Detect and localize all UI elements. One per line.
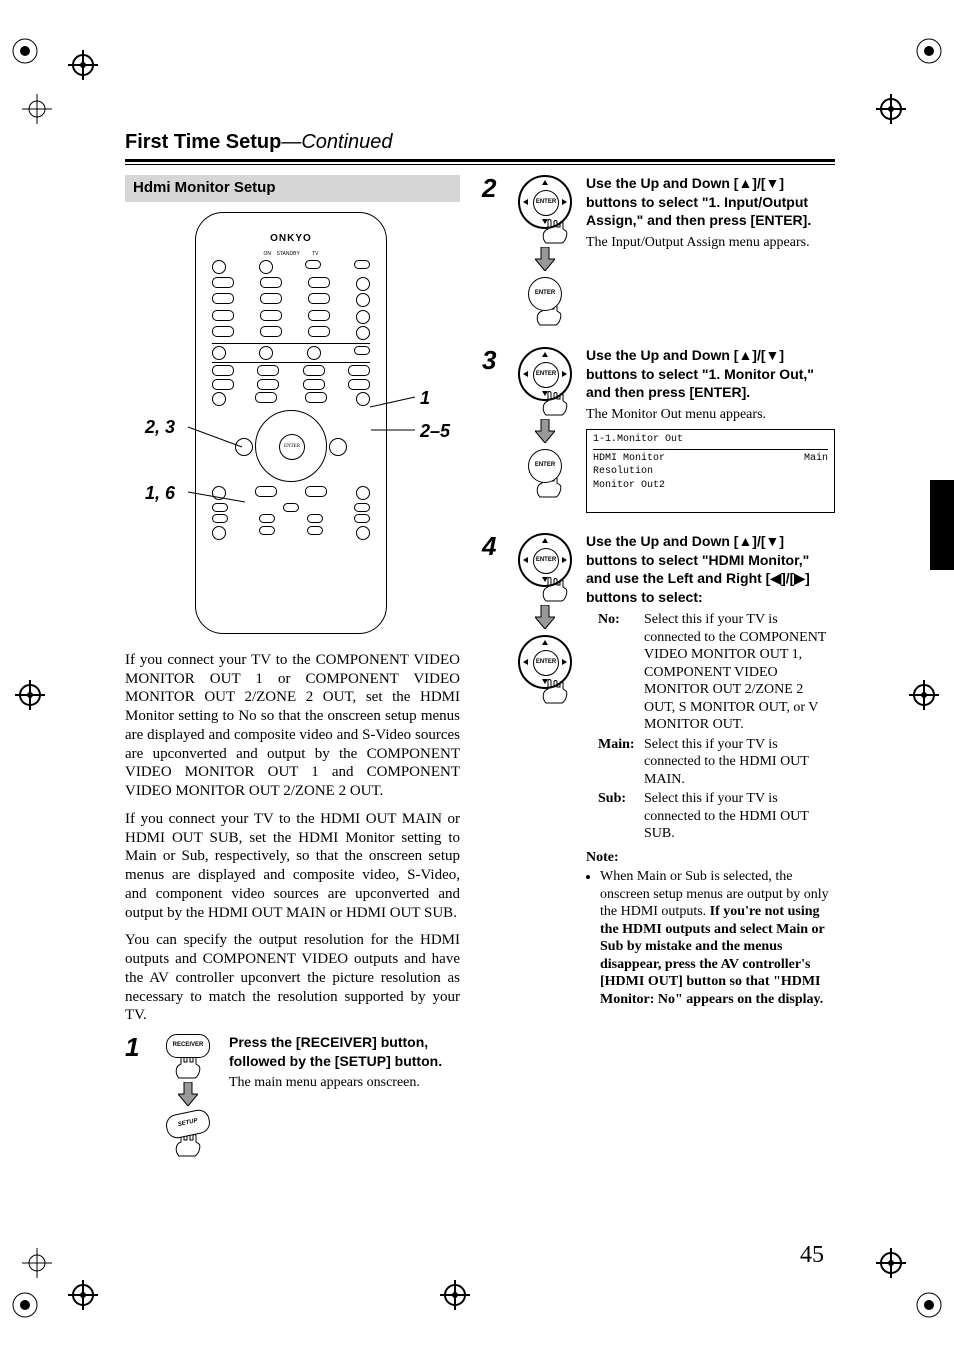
crop-mark-icon [876, 1248, 906, 1278]
step-4: 4 ENTER ENTER Use the Up and Down [▲ [482, 533, 835, 1012]
enter-pad-icon: ENTER [518, 347, 572, 401]
left-para: If you connect your TV to the HDMI OUT M… [125, 810, 460, 923]
note-list: When Main or Sub is selected, the onscre… [600, 868, 835, 1008]
callout-2-5: 2–5 [420, 420, 450, 443]
page-number: 45 [800, 1240, 824, 1270]
step-instruction: Press the [RECEIVER] button, followed by… [229, 1034, 442, 1069]
step-2: 2 ENTER ENTER Use the Up and Down [▲]/[▼… [482, 175, 835, 327]
remote-diagram: ONKYO ON STANDBY TV [125, 212, 460, 642]
crop-mark-icon [440, 1280, 470, 1310]
opt-key: Sub: [598, 790, 644, 843]
down-arrow-icon [178, 1082, 198, 1106]
callout-2-3: 2, 3 [145, 416, 175, 439]
crop-mark-icon [914, 36, 944, 66]
crop-mark-icon [68, 1280, 98, 1310]
enter-button-icon: ENTER [528, 277, 562, 311]
step-result: The main menu appears onscreen. [229, 1074, 460, 1092]
step-result: The Monitor Out menu appears. [586, 406, 835, 424]
divider [125, 164, 835, 165]
crop-mark-icon [10, 1290, 40, 1320]
crop-mark-icon [914, 1290, 944, 1320]
divider [125, 159, 835, 162]
left-para: If you connect your TV to the COMPONENT … [125, 651, 460, 801]
section-title: Hdmi Monitor Setup [125, 175, 460, 202]
crop-mark-icon [22, 1248, 52, 1278]
step-number: 4 [482, 533, 504, 559]
opt-key: Main: [598, 736, 644, 789]
step-instruction: Use the Up and Down [▲]/[▼] buttons to s… [586, 175, 811, 228]
option-list: No:Select this if your TV is connected t… [598, 611, 835, 843]
note-heading: Note: [586, 849, 835, 867]
enter-pad-icon: ENTER [518, 175, 572, 229]
down-arrow-icon [535, 247, 555, 271]
step-instruction: Use the Up and Down [▲]/[▼] buttons to s… [586, 347, 814, 400]
callout-1-6: 1, 6 [145, 482, 175, 505]
step-result: The Input/Output Assign menu appears. [586, 234, 835, 252]
screen-title: 1-1.Monitor Out [593, 433, 828, 450]
crop-mark-icon [22, 94, 52, 124]
crop-mark-icon [10, 36, 40, 66]
down-arrow-icon [535, 419, 555, 443]
crop-mark-icon [15, 680, 45, 710]
opt-val: Select this if your TV is connected to t… [644, 611, 835, 734]
header-continued: —Continued [281, 131, 392, 153]
step-number: 3 [482, 347, 504, 373]
crop-mark-icon [68, 50, 98, 80]
enter-button-icon: ENTER [528, 449, 562, 483]
receiver-button-icon: RECEIVER [166, 1034, 210, 1058]
note-bold: If you're not using the HDMI outputs and… [600, 904, 825, 1007]
crop-mark-icon [909, 680, 939, 710]
page-header: First Time Setup—Continued [125, 130, 835, 155]
step-3: 3 ENTER ENTER Use the Up and Down [▲]/[▼… [482, 347, 835, 513]
left-para: You can specify the output resolution fo… [125, 931, 460, 1025]
step-number: 2 [482, 175, 504, 201]
down-arrow-icon [535, 605, 555, 629]
header-title: First Time Setup [125, 131, 281, 153]
step-1: 1 RECEIVER SETUP [125, 1034, 460, 1158]
opt-val: Select this if your TV is connected to t… [644, 736, 835, 789]
monitor-out-screen: 1-1.Monitor Out HDMI MonitorMain Resolut… [586, 429, 835, 513]
opt-key: No: [598, 611, 644, 734]
step-instruction: Use the Up and Down [▲]/[▼] buttons to s… [586, 533, 810, 605]
opt-val: Select this if your TV is connected to t… [644, 790, 835, 843]
enter-pad-icon: ENTER [518, 533, 572, 587]
crop-mark-icon [876, 94, 906, 124]
callout-1: 1 [420, 387, 430, 410]
enter-pad-icon: ENTER [518, 635, 572, 689]
remote-brand: ONKYO [196, 233, 386, 246]
step-number: 1 [125, 1034, 147, 1060]
thumb-index-tab [930, 480, 954, 570]
